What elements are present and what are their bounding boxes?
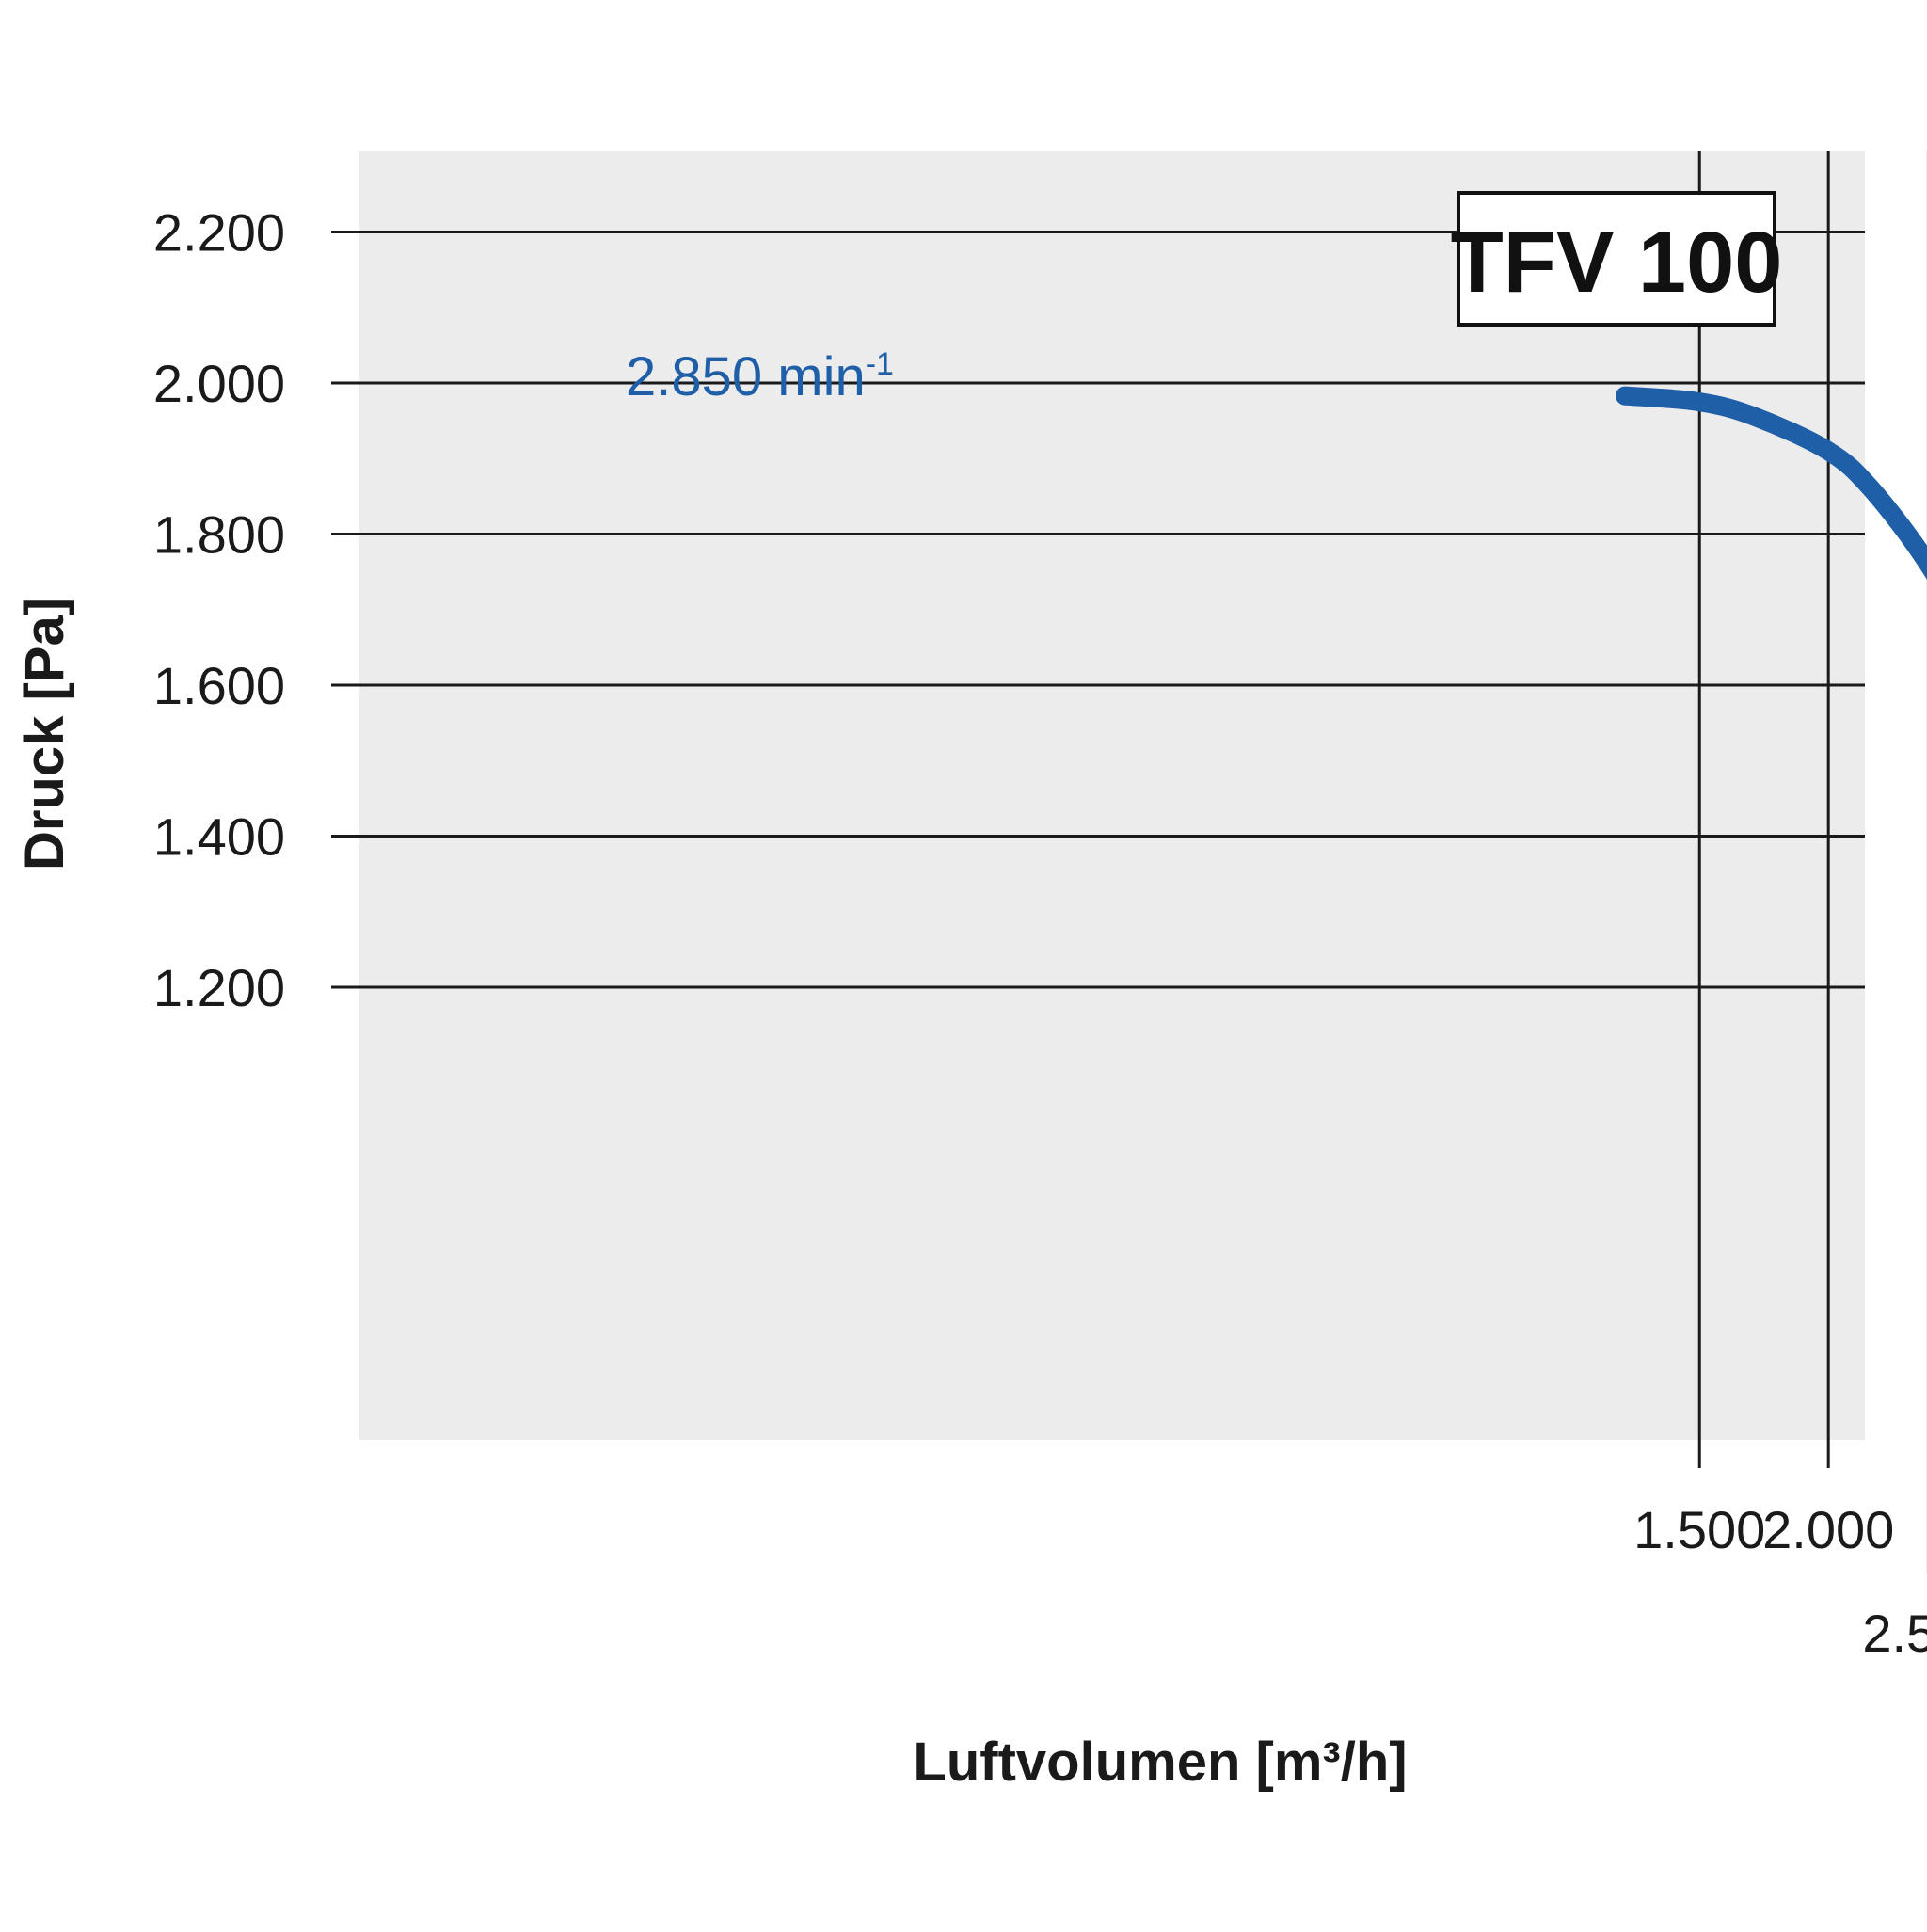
- y-tick-label: 1.400: [153, 807, 285, 867]
- x-tick-label: 1.500: [1633, 1500, 1765, 1559]
- y-tick-label: 1.200: [153, 958, 285, 1017]
- series-line: [1616, 386, 1927, 581]
- y-tick-label: 2.200: [153, 203, 285, 263]
- series-label-base: 2.850 min: [626, 346, 866, 407]
- series-lines: [1616, 386, 1927, 581]
- series-label: 2.850 min-1: [626, 346, 894, 407]
- plot-background: [359, 151, 1865, 1440]
- model-label-box: TFV 100: [1451, 191, 1783, 327]
- series-label-superscript: -1: [866, 346, 894, 382]
- x-tick-label: 2.500: [1862, 1604, 1927, 1663]
- y-tick-label: 2.000: [153, 354, 285, 413]
- tick-labels: 1.5002.0002.5003.0003.5004.0004.5001.200…: [153, 203, 1927, 1664]
- y-tick-label: 1.800: [153, 505, 285, 565]
- model-label: TFV 100: [1451, 215, 1783, 311]
- y-axis-title: Druck [Pa]: [14, 598, 75, 870]
- x-axis-title: Luftvolumen [m³/h]: [913, 1732, 1407, 1793]
- grid-lines: [331, 151, 1927, 1573]
- x-tick-label: 2.000: [1762, 1500, 1894, 1559]
- y-tick-label: 1.600: [153, 656, 285, 715]
